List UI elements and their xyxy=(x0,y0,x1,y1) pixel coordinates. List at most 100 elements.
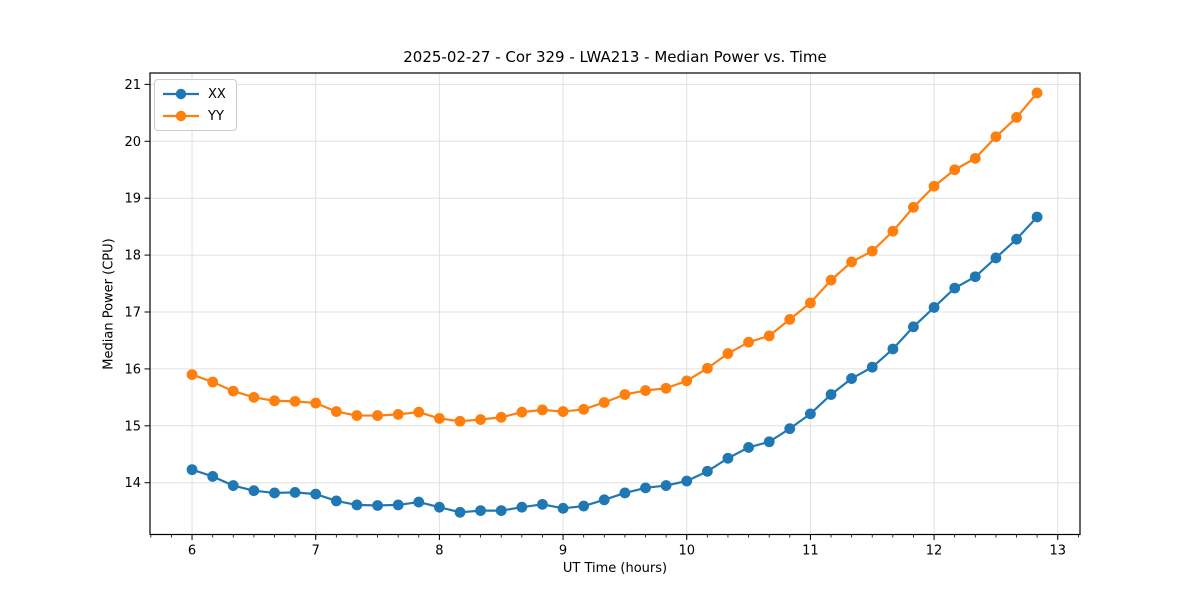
series-YY-marker xyxy=(969,152,981,164)
series-YY-marker xyxy=(722,348,734,359)
x-axis-label: UT Time (hours) xyxy=(562,561,668,576)
series-YY-marker xyxy=(454,415,466,427)
series-XX-marker xyxy=(537,498,548,510)
series-XX-marker xyxy=(681,475,693,487)
series-XX-marker xyxy=(433,501,445,513)
series-YY-marker xyxy=(186,369,198,380)
legend-line-sample-icon xyxy=(163,110,199,122)
series-XX-marker xyxy=(578,500,590,512)
series-XX-marker xyxy=(701,465,713,477)
series-XX-marker xyxy=(351,499,363,511)
series-YY-marker xyxy=(495,411,507,423)
series-XX-marker xyxy=(475,505,486,516)
series-YY-marker xyxy=(743,336,754,348)
series-YY-marker xyxy=(207,376,219,388)
series-XX-marker xyxy=(866,361,878,373)
y-tick-label-16: 16 xyxy=(124,362,141,377)
series-YY-marker xyxy=(392,409,404,420)
y-tick-label-19: 19 xyxy=(124,192,141,207)
series-YY-marker xyxy=(887,225,899,237)
series-YY-marker xyxy=(557,406,569,417)
series-YY-marker xyxy=(598,397,610,408)
series-XX-marker xyxy=(825,389,837,400)
series-XX-marker xyxy=(763,436,775,448)
series-XX-marker xyxy=(928,302,940,313)
series-XX-marker xyxy=(640,482,651,494)
series-XX-marker xyxy=(722,452,734,464)
x-tick-label-8: 8 xyxy=(435,544,443,559)
series-XX-marker xyxy=(557,502,569,514)
series-YY-marker xyxy=(433,413,445,424)
y-tick-label-15: 15 xyxy=(124,419,141,434)
x-tick-label-11: 11 xyxy=(802,544,819,559)
series-XX-marker xyxy=(289,486,301,498)
series-YY-marker xyxy=(660,382,672,394)
series-XX-marker xyxy=(598,494,610,506)
series-XX-marker xyxy=(969,271,981,283)
series-YY-marker xyxy=(227,385,239,397)
x-tick-label-12: 12 xyxy=(926,544,943,559)
y-tick-label-21: 21 xyxy=(124,78,141,93)
series-YY-marker xyxy=(1031,87,1043,99)
series-XX-marker xyxy=(248,485,260,497)
series-YY-marker xyxy=(763,330,775,342)
series-YY-marker xyxy=(619,389,631,400)
series-XX-marker xyxy=(949,282,961,294)
series-XX-marker xyxy=(413,496,425,508)
series-YY-marker xyxy=(701,362,713,374)
series-XX-marker xyxy=(495,505,507,516)
series-YY-marker xyxy=(372,410,383,421)
series-YY-marker xyxy=(516,406,528,418)
series-XX-marker xyxy=(887,343,899,355)
series-XX-marker xyxy=(227,480,239,491)
series-XX-marker xyxy=(207,471,219,482)
series-YY-marker xyxy=(866,245,878,257)
series-XX-marker xyxy=(660,480,672,491)
series-YY-marker xyxy=(537,404,548,416)
series-YY-marker xyxy=(784,313,796,325)
x-tick-label-6: 6 xyxy=(188,544,196,559)
series-XX-marker xyxy=(990,252,1002,264)
series-YY-marker xyxy=(475,414,486,425)
series-YY-marker xyxy=(578,403,590,415)
series-YY-marker xyxy=(846,256,857,268)
series-XX-marker xyxy=(846,373,857,384)
x-tick-label-7: 7 xyxy=(312,544,320,559)
y-tick-label-17: 17 xyxy=(124,306,141,321)
series-YY-marker xyxy=(330,406,342,417)
series-XX-marker xyxy=(1011,233,1022,245)
series-YY-marker xyxy=(269,395,280,407)
series-YY-marker xyxy=(1011,111,1022,123)
series-XX-marker xyxy=(269,487,280,499)
series-XX-marker xyxy=(908,321,919,333)
series-YY-marker xyxy=(928,180,940,192)
x-tick-label-10: 10 xyxy=(678,544,695,559)
series-XX-marker xyxy=(310,488,322,500)
series-YY-marker xyxy=(681,375,693,387)
legend: XX YY xyxy=(154,79,237,131)
series-YY-marker xyxy=(289,395,301,407)
series-XX-marker xyxy=(372,500,383,511)
x-tick-label-9: 9 xyxy=(559,544,567,559)
series-XX-marker xyxy=(454,506,466,518)
series-XX-marker xyxy=(784,423,796,435)
series-XX-line xyxy=(191,216,1038,514)
series-YY-marker xyxy=(804,297,816,309)
plot-frame xyxy=(149,72,1081,536)
legend-item-xx: XX xyxy=(162,84,226,104)
series-YY-line xyxy=(191,92,1038,423)
y-tick-label-18: 18 xyxy=(124,249,141,264)
legend-label-yy: YY xyxy=(208,108,224,124)
y-tick-label-14: 14 xyxy=(124,476,141,491)
series-YY-marker xyxy=(310,397,322,409)
legend-label-xx: XX xyxy=(208,86,226,102)
legend-line-sample-icon xyxy=(163,88,199,100)
legend-item-yy: YY xyxy=(162,106,226,126)
series-YY-marker xyxy=(351,410,363,421)
series-YY-marker xyxy=(908,201,919,213)
series-YY-marker xyxy=(413,406,425,418)
series-XX-marker xyxy=(619,487,631,499)
series-XX-marker xyxy=(804,408,816,420)
x-tick-label-13: 13 xyxy=(1049,544,1066,559)
